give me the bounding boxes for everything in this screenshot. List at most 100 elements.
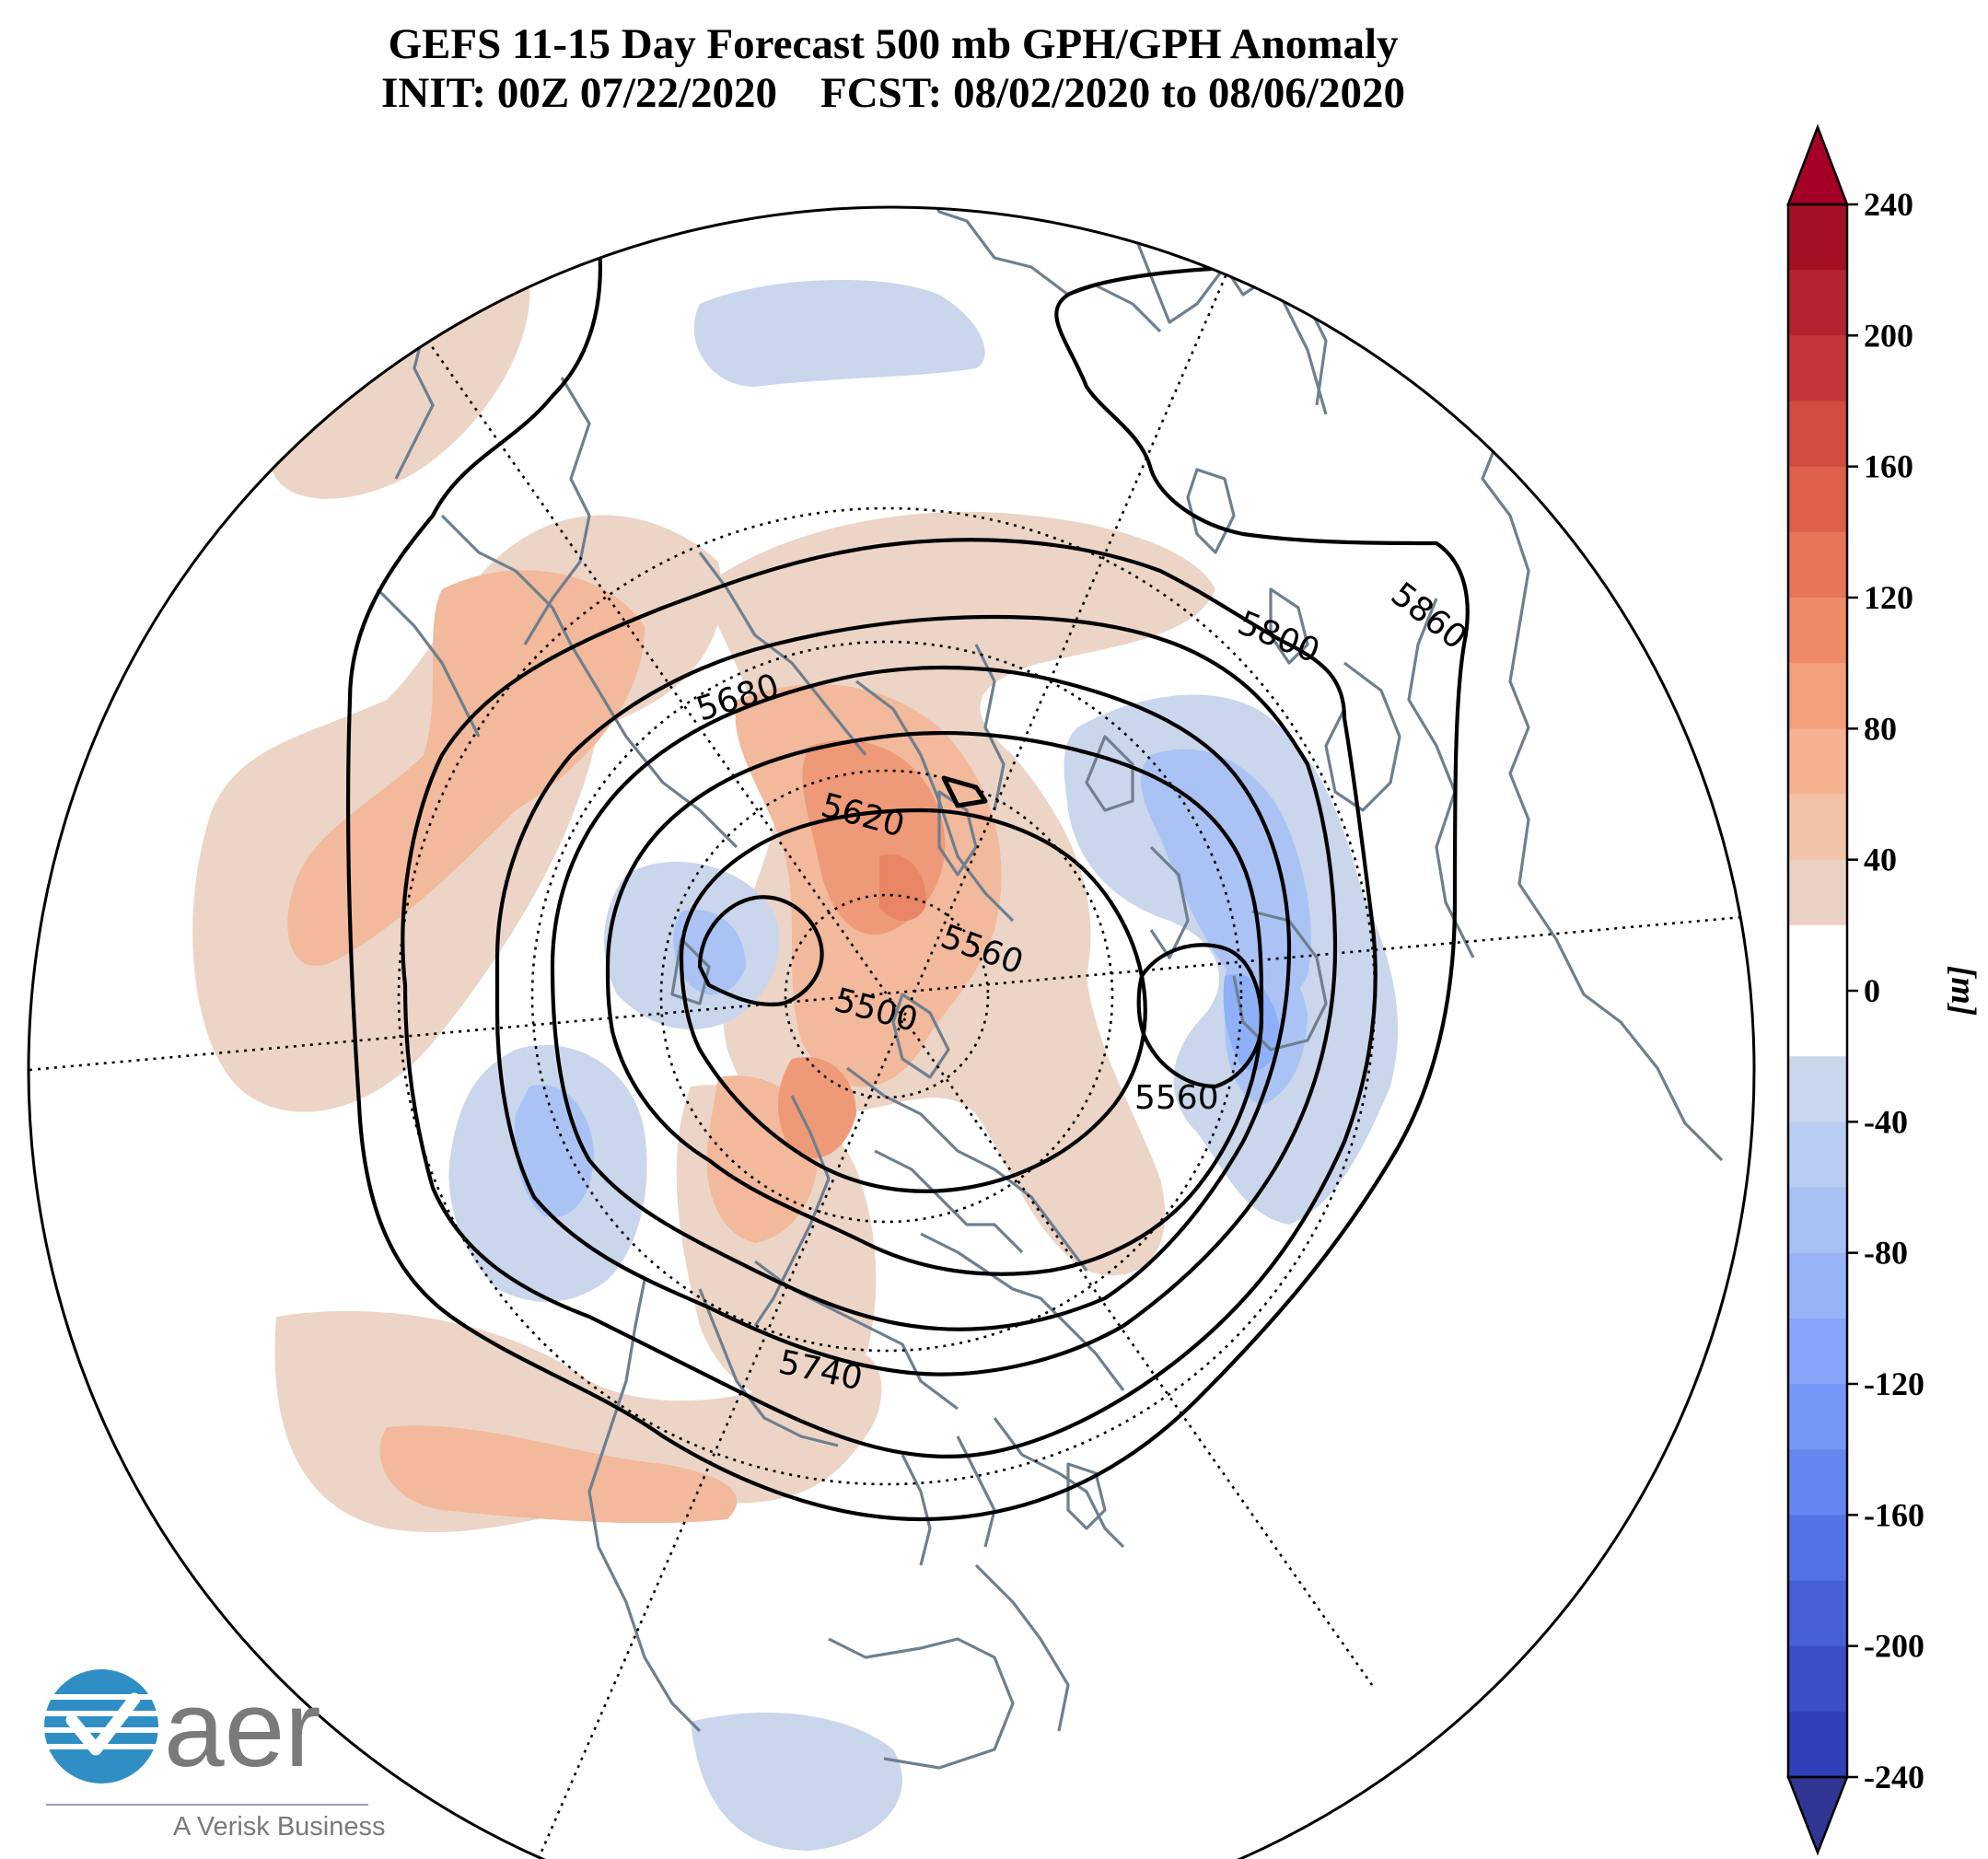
coastline [1186,468,1236,554]
colorbar-band [1788,466,1847,533]
colorbar-band [1788,663,1847,729]
coastline [920,1232,1125,1391]
colorbar-tick-label: -200 [1864,1628,1924,1665]
aer-logo-wordmark: aer [164,1668,321,1790]
colorbar-tick-label: 200 [1864,317,1913,354]
coastline [1462,358,1724,1162]
colorbar-band [1788,1515,1847,1581]
negative-anomaly-region [514,1085,594,1217]
colorbar-band [1788,728,1847,795]
coastline [874,1149,1024,1254]
height-contour [401,538,1378,1459]
coastline [698,552,867,756]
coastline [376,587,481,738]
title-line-1: GEFS 11-15 Day Forecast 500 mb GPH/GPH A… [388,20,1399,68]
colorbar-band [1788,598,1847,664]
longitude-line [534,214,1254,1859]
colorbar-band [1788,1318,1847,1385]
colorbar-tick-label: -160 [1864,1496,1924,1533]
colorbar-bottom-arrow [1786,1775,1849,1856]
coastline [587,1279,702,1733]
height-contour [494,614,1338,1377]
colorbar-band [1788,1449,1847,1516]
colorbar-band [1788,531,1847,598]
colorbar-tick-label: 0 [1864,972,1880,1009]
coastline [1269,587,1309,665]
map-border [27,205,1756,1859]
negative-anomaly-region [1141,749,1311,1000]
coastline [901,1454,932,1566]
colorbar-ticks: 240 200 160 120 80 40 0 -40 -80 -120 -160 -200 -240 [1847,186,1924,1795]
colorbar-band [1788,1384,1847,1450]
positive-anomaly-region [379,1425,738,1524]
coastline [698,1288,839,1447]
longitude-line [29,914,1754,1072]
colorbar-band [1788,270,1847,336]
colorbar-band [1788,1056,1847,1122]
colorbar-band [1788,1252,1847,1319]
coastline [941,775,988,808]
aer-globe-icon [44,1669,158,1783]
title-line-2: INIT: 00Z 07/22/2020 FCST: 08/02/2020 to… [381,69,1405,117]
coastline [1232,910,1328,1051]
colorbar-tick-label: 240 [1864,186,1913,223]
height-contour [697,895,824,1007]
colorbar-unit: [m] [1944,966,1982,1017]
height-contour [345,207,1470,1522]
latitude-circle [530,640,1243,1353]
longitude-line [392,292,1374,1686]
colorbar-tick-label: -80 [1864,1235,1908,1272]
colorbar-band [1788,1121,1847,1188]
colorbar-band [1788,1187,1847,1254]
colorbar-top-arrow [1786,123,1849,206]
colorbar-tick-label: 40 [1864,842,1897,878]
colorbar: 24020016012080400-40-80-120-160-200-240 … [1786,123,1982,1856]
positive-anomaly-region [879,854,926,921]
height-contour [1136,943,1264,1089]
height-contour [550,665,1292,1331]
colorbar-band [1788,1580,1847,1647]
height-contour [679,808,1147,1193]
coastline [846,1066,1088,1272]
coastline [440,514,738,849]
colorbar-band [1788,204,1847,271]
aer-logo-tagline: A Verisk Business [173,1812,386,1842]
coastline [1407,598,1475,959]
coastline [993,1417,1125,1549]
contour-label: 5560 [1134,1079,1219,1117]
colorbar-tick-label: -240 [1864,1759,1924,1795]
negative-anomaly-region [691,1713,902,1851]
colorbar-band [1788,335,1847,401]
colorbar-tick-label: -120 [1864,1365,1924,1402]
positive-anomaly-region [778,1057,856,1158]
positive-anomaly-region [287,570,645,966]
height-contour [605,730,1264,1276]
colorbar-band [1788,1711,1847,1778]
aer-logo: aer A Verisk Business [44,1668,386,1842]
coastline [1149,845,1190,959]
coastline [1324,661,1401,812]
coastline [1085,735,1134,812]
colorbar-band [1788,401,1847,468]
map-title: GEFS 11-15 Day Forecast 500 mb GPH/GPH A… [0,20,1786,118]
coastline [1066,1462,1107,1530]
negative-anomaly-region [693,279,985,387]
coastline [891,993,950,1079]
coastline [523,377,591,645]
colorbar-tick-label: 80 [1864,710,1897,747]
colorbar-band [1788,794,1847,861]
coastline [828,1637,1015,1770]
colorbar-tick-label: 120 [1864,579,1913,616]
colorbar-tick-label: -40 [1864,1103,1908,1140]
latitude-circle [784,893,990,1099]
coastline [753,1095,831,1327]
colorbar-band [1788,859,1847,926]
colorbar-band [1788,924,1847,992]
coastline [974,1563,1070,1732]
colorbar-tick-label: 160 [1864,448,1913,485]
colorbar-band [1788,991,1847,1057]
latitude-circle [659,769,1114,1224]
negative-anomaly-region [673,910,746,995]
colorbar-bands [1788,204,1847,1778]
